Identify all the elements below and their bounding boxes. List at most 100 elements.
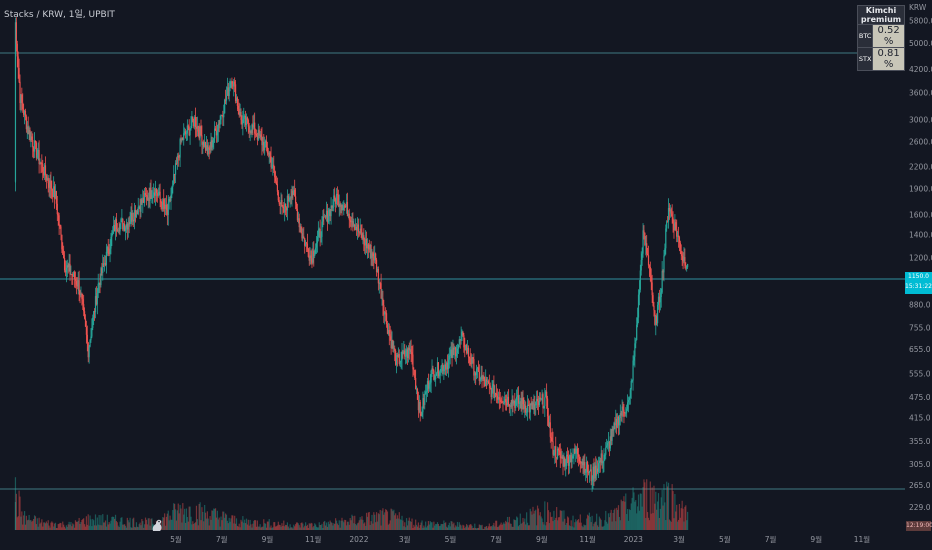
date-axis[interactable]: 5월 7월 9월 11월 2022 3월 5월 7월 9월 11월 2023 3월 5월 7월 9월 11월 <box>170 534 870 544</box>
candle-body <box>121 218 123 220</box>
volume-bar <box>497 526 500 530</box>
volume-bar <box>119 521 121 530</box>
volume-bar <box>391 509 393 530</box>
volume-bar <box>601 526 603 530</box>
volume-bar <box>287 526 289 530</box>
volume-bar <box>66 526 68 530</box>
volume-bar <box>42 526 44 530</box>
candle-body <box>547 416 550 427</box>
candle-body <box>27 126 29 135</box>
volume-bar <box>578 522 580 530</box>
volume-bar <box>595 521 597 530</box>
candle-body <box>468 356 470 359</box>
candle-body <box>401 351 403 360</box>
volume-bar <box>461 528 463 530</box>
volume-bar <box>262 526 264 530</box>
price-axis[interactable]: KRW6800.05800.05000.04200.03600.03000.02… <box>909 0 932 533</box>
volume-bar <box>222 511 224 530</box>
price-tick-label: 4200.0 <box>909 65 932 74</box>
volume-bar <box>396 515 399 530</box>
premium-coin-stx: STX <box>856 47 874 71</box>
volume-bar <box>545 525 547 530</box>
volume-bar <box>272 527 274 530</box>
volume-bar <box>594 522 596 530</box>
candle-body <box>363 235 365 241</box>
volume-bar <box>633 492 635 530</box>
volume-bar <box>311 523 313 530</box>
volume-bar <box>551 516 553 530</box>
volume-bar <box>387 524 389 530</box>
candle-body <box>508 404 510 407</box>
volume-bar <box>573 527 575 530</box>
candle-body <box>589 469 591 471</box>
candle-body <box>639 270 641 290</box>
candle-body <box>42 163 44 172</box>
tradingview-logo-icon[interactable] <box>150 517 164 533</box>
volume-bar <box>459 524 461 530</box>
volume-bar <box>535 509 537 530</box>
candle-body <box>78 280 80 291</box>
volume-bar <box>335 520 338 530</box>
volume-bar <box>88 525 90 530</box>
candle-body <box>515 399 517 408</box>
volume-bar <box>666 481 668 530</box>
volume-bar <box>303 527 305 530</box>
volume-bar <box>322 527 324 530</box>
volume-bar <box>624 501 626 530</box>
volume-bar <box>319 524 321 530</box>
volume-bar <box>266 521 269 530</box>
price-tick-label: 265.0 <box>909 481 931 490</box>
volume-bar <box>23 515 25 530</box>
volume-bar <box>87 514 89 530</box>
volume-bar <box>102 514 104 530</box>
volume-bar <box>252 523 254 530</box>
volume-bar <box>654 503 656 530</box>
candle-body <box>219 119 221 125</box>
volume-bar <box>47 520 49 530</box>
candle-body <box>118 230 120 232</box>
candle-body <box>306 243 309 249</box>
candle-body <box>34 140 37 143</box>
volume-bar <box>341 517 343 530</box>
candle-body <box>241 119 243 125</box>
volume-bar <box>79 523 81 530</box>
volume-bar <box>625 493 627 530</box>
volume-bar <box>576 520 579 530</box>
volume-bar <box>250 524 252 530</box>
volume-bar <box>281 523 283 530</box>
volume-bar <box>407 520 409 530</box>
candle-body <box>532 402 534 410</box>
volume-bar <box>359 517 361 530</box>
volume-bar <box>123 524 125 530</box>
candle-body <box>352 221 354 227</box>
candle-body <box>230 81 232 88</box>
date-tick-label: 5월 <box>170 534 182 544</box>
volume-bar <box>408 517 410 530</box>
volume-bar <box>131 527 133 530</box>
volume-bar <box>323 521 325 530</box>
candle-body <box>580 462 582 464</box>
candle-body <box>15 22 17 44</box>
volume-bar <box>441 524 443 530</box>
volume-bar <box>445 522 447 530</box>
volume-bar <box>636 513 638 530</box>
candle-body <box>309 255 311 261</box>
candle-body <box>483 376 485 382</box>
candle-body <box>70 274 72 275</box>
candle-body <box>487 381 490 384</box>
candle-body <box>61 234 63 250</box>
volume-bar <box>445 526 448 530</box>
volume-bar <box>234 515 236 530</box>
volume-bar <box>629 510 631 530</box>
candle-body <box>51 188 53 191</box>
candle-body <box>295 203 298 209</box>
candle-body <box>647 255 650 266</box>
volume-bar <box>292 528 294 530</box>
volume-bar <box>425 527 428 530</box>
volume-bar <box>344 519 346 530</box>
volume-bar <box>485 526 487 530</box>
volume-bar <box>472 528 474 530</box>
volume-bar <box>616 509 619 530</box>
volume-bar <box>562 521 564 530</box>
